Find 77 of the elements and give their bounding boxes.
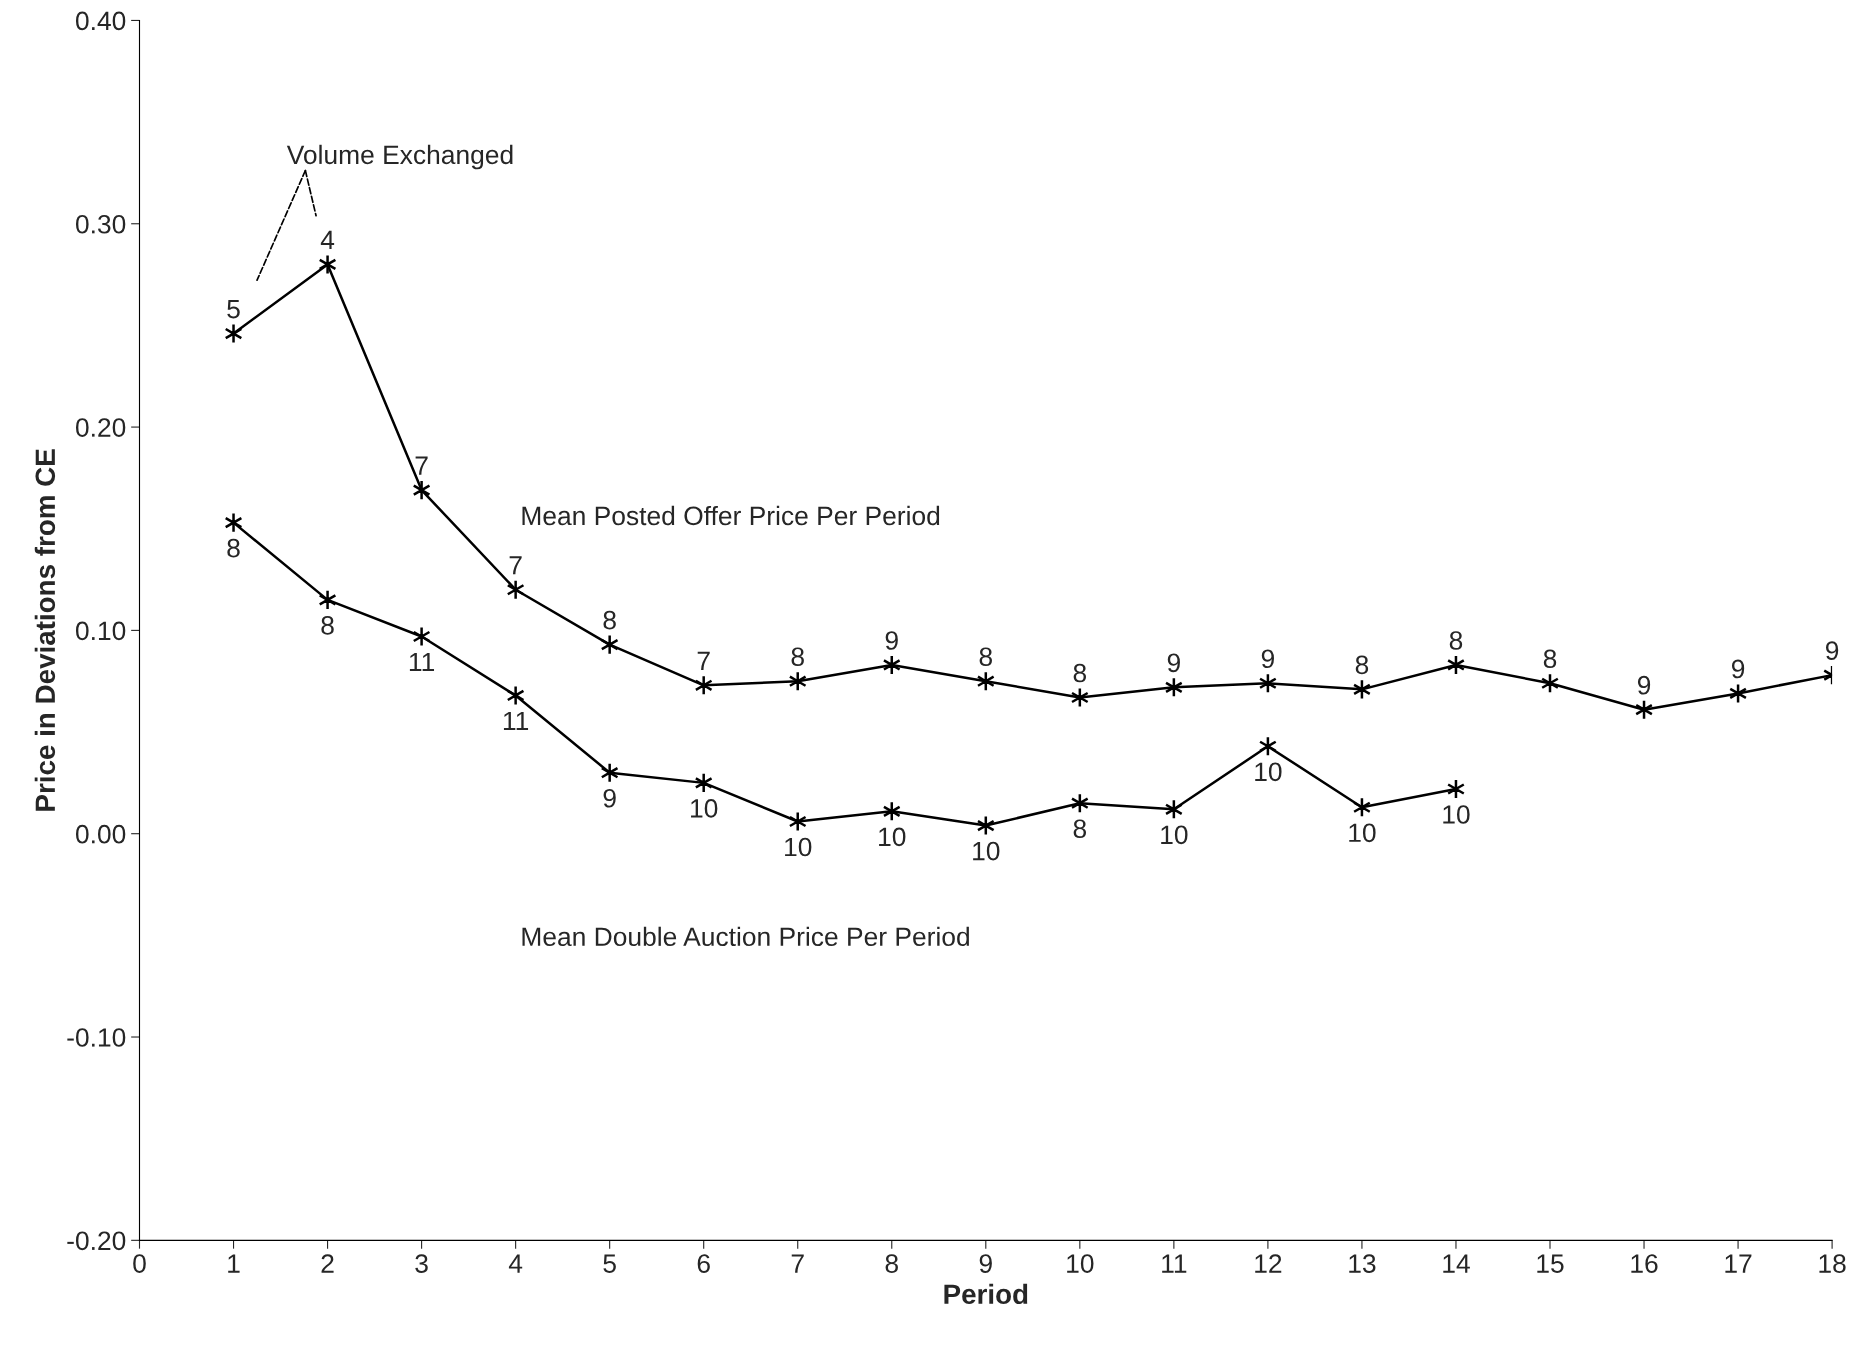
annotation: Mean Double Auction Price Per Period bbox=[522, 926, 969, 947]
annotation: 7 bbox=[509, 556, 522, 575]
x-tick-label: 6 bbox=[697, 1254, 710, 1273]
annotation: 11 bbox=[409, 652, 435, 672]
x-tick-label: 5 bbox=[603, 1254, 616, 1273]
annotation: 8 bbox=[1449, 631, 1463, 650]
annotation: 8 bbox=[1355, 655, 1369, 675]
x-tick-label: 2 bbox=[321, 1254, 334, 1273]
point bbox=[600, 762, 619, 783]
point bbox=[412, 479, 431, 501]
y-tick-label: -0.20 bbox=[67, 1231, 126, 1251]
point bbox=[318, 254, 337, 275]
x-axis-title: Period bbox=[944, 1283, 1028, 1305]
annotation: 9 bbox=[603, 788, 616, 808]
annotation: 8 bbox=[227, 538, 240, 558]
x-tick-label: 1 bbox=[228, 1254, 240, 1273]
y-tick-label: 0.10 bbox=[75, 621, 126, 641]
annotation: 11 bbox=[503, 711, 529, 731]
point bbox=[694, 772, 713, 794]
annotation: 8 bbox=[1073, 663, 1087, 683]
y-tick-label: 0.00 bbox=[75, 824, 126, 844]
y-axis-title: Price in Deviations from CE bbox=[34, 449, 56, 811]
x-tick-label: 7 bbox=[791, 1254, 804, 1273]
annotation: 9 bbox=[1731, 659, 1745, 679]
annotation: 10 bbox=[1161, 825, 1188, 845]
annotation: 9 bbox=[885, 631, 898, 650]
annotation: 10 bbox=[691, 799, 718, 818]
annotation: Volume Exchanged bbox=[286, 144, 513, 170]
x-tick-label: 18 bbox=[1819, 1254, 1846, 1273]
point bbox=[224, 323, 243, 344]
annotation: 10 bbox=[1443, 805, 1470, 824]
x-tick-label: 10 bbox=[1067, 1254, 1094, 1273]
x-tick-label: 3 bbox=[415, 1254, 428, 1273]
point bbox=[224, 512, 243, 533]
annotation: 8 bbox=[321, 616, 334, 635]
annotation: 8 bbox=[791, 647, 804, 667]
y-tick-label: 0.40 bbox=[75, 11, 126, 31]
annotation: 9 bbox=[1261, 649, 1274, 669]
point bbox=[506, 579, 525, 600]
x-tick-label: 17 bbox=[1725, 1254, 1752, 1273]
point bbox=[412, 626, 431, 647]
x-tick-label: 9 bbox=[979, 1254, 992, 1273]
annotation: 7 bbox=[415, 456, 428, 475]
annotation: 10 bbox=[785, 837, 812, 857]
y-tick-label: 0.20 bbox=[75, 418, 126, 437]
x-tick-label: 8 bbox=[885, 1254, 898, 1273]
annotation: 10 bbox=[973, 841, 1000, 861]
annotation: 10 bbox=[879, 827, 906, 847]
point bbox=[600, 634, 619, 655]
annotation: 4 bbox=[320, 230, 335, 250]
x-tick-label: 12 bbox=[1255, 1254, 1282, 1273]
annotation: 9 bbox=[1167, 653, 1180, 673]
annotation: 9 bbox=[1637, 675, 1651, 695]
y-tick-label: 0.30 bbox=[75, 214, 126, 234]
annotation: 10 bbox=[1349, 823, 1376, 843]
x-tick-label: 0 bbox=[133, 1254, 146, 1273]
annotation: 8 bbox=[979, 647, 992, 667]
annotation: 8 bbox=[603, 610, 616, 630]
annotation: 9 bbox=[1826, 641, 1839, 660]
x-tick-label: 11 bbox=[1162, 1254, 1187, 1273]
annotation: 8 bbox=[1073, 819, 1087, 839]
point bbox=[506, 685, 525, 706]
point bbox=[788, 670, 807, 692]
y-tick-label: -0.10 bbox=[67, 1028, 126, 1047]
x-tick-label: 15 bbox=[1537, 1254, 1564, 1273]
annotation: 5 bbox=[227, 300, 240, 319]
point bbox=[694, 675, 713, 696]
annotation: 8 bbox=[1543, 649, 1557, 669]
annotation: 10 bbox=[1255, 762, 1282, 782]
point bbox=[788, 811, 807, 832]
x-tick-label: 16 bbox=[1631, 1254, 1658, 1273]
point bbox=[318, 589, 337, 611]
x-tick-label: 4 bbox=[508, 1254, 523, 1273]
annotation: Mean Posted Offer Price Per Period bbox=[522, 505, 940, 526]
x-tick-label: 14 bbox=[1443, 1254, 1470, 1273]
x-tick-label: 13 bbox=[1349, 1254, 1376, 1273]
annotation: 7 bbox=[697, 651, 710, 670]
